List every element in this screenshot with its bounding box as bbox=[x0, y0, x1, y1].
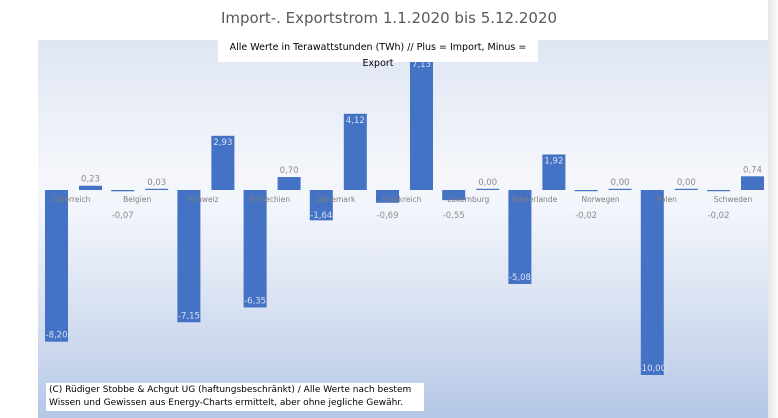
credit-note: (C) Rüdiger Stobbe & Achgut UG (haftungs… bbox=[46, 383, 424, 411]
data-label: 0,00 bbox=[478, 178, 497, 188]
data-label: -0,02 bbox=[575, 211, 597, 221]
data-label: 0,74 bbox=[743, 165, 762, 175]
data-label: 0,00 bbox=[611, 178, 630, 188]
category-label: Frankreich bbox=[382, 195, 421, 204]
bar-import-6 bbox=[476, 188, 500, 190]
bar-export-4 bbox=[309, 190, 333, 221]
data-label: -1,64 bbox=[310, 211, 332, 221]
bar-export-9 bbox=[640, 190, 664, 375]
category-label: Niederlande bbox=[512, 195, 558, 204]
data-label: 4,12 bbox=[346, 116, 365, 126]
bar-export-7 bbox=[508, 190, 532, 284]
data-label: 1,92 bbox=[544, 156, 563, 166]
category-label: Dänemark bbox=[316, 195, 356, 204]
bar-export-10 bbox=[707, 190, 730, 192]
bar-export-6 bbox=[442, 190, 466, 201]
bar-import-4 bbox=[343, 113, 367, 190]
bar-import-2 bbox=[211, 135, 235, 190]
bar-import-5 bbox=[410, 58, 433, 190]
bar-import-10 bbox=[741, 176, 764, 190]
data-label: 2,93 bbox=[213, 138, 232, 148]
data-label: -0,07 bbox=[112, 211, 134, 221]
bar-export-2 bbox=[177, 190, 201, 323]
data-label: -10,00 bbox=[639, 364, 666, 374]
data-label: -0,55 bbox=[443, 211, 465, 221]
bar-import-7 bbox=[542, 154, 566, 190]
category-label: Luxemburg bbox=[447, 195, 489, 204]
category-label: Norwegen bbox=[582, 195, 620, 204]
bar-import-1 bbox=[145, 188, 169, 190]
data-label: 7,13 bbox=[412, 60, 431, 70]
data-label: -5,08 bbox=[509, 273, 531, 283]
chart-title: Import-. Exportstrom 1.1.2020 bis 5.12.2… bbox=[220, 9, 558, 27]
bar-import-3 bbox=[277, 177, 301, 190]
data-label: -6,35 bbox=[244, 296, 266, 306]
data-label: -7,15 bbox=[178, 311, 200, 321]
category-label: Polen bbox=[657, 195, 678, 204]
category-label: Belgien bbox=[123, 195, 151, 204]
bar-export-5 bbox=[376, 190, 399, 203]
bar-import-8 bbox=[608, 188, 632, 190]
window-edge bbox=[768, 0, 778, 418]
data-label: -0,69 bbox=[377, 211, 399, 221]
bar-export-1 bbox=[111, 190, 135, 192]
data-label: 0,70 bbox=[280, 166, 299, 176]
bar-export-3 bbox=[243, 190, 267, 308]
data-label: 0,00 bbox=[677, 178, 696, 188]
category-label: Österreich bbox=[52, 195, 91, 204]
bar-export-8 bbox=[574, 190, 598, 192]
data-label: 0,03 bbox=[147, 178, 166, 188]
data-label: -0,02 bbox=[708, 211, 730, 221]
data-label: 0,23 bbox=[81, 175, 100, 185]
bar-import-0 bbox=[79, 185, 102, 190]
category-label: Schweden bbox=[714, 195, 753, 204]
category-label: Schweiz bbox=[188, 195, 218, 204]
bar-import-9 bbox=[674, 188, 698, 190]
bar-export-0 bbox=[45, 190, 68, 342]
chart-subtitle: Alle Werte in Terawattstunden (TWh) // P… bbox=[218, 40, 538, 69]
data-label: -8,20 bbox=[46, 331, 68, 341]
category-label: Tschechien bbox=[248, 195, 290, 204]
